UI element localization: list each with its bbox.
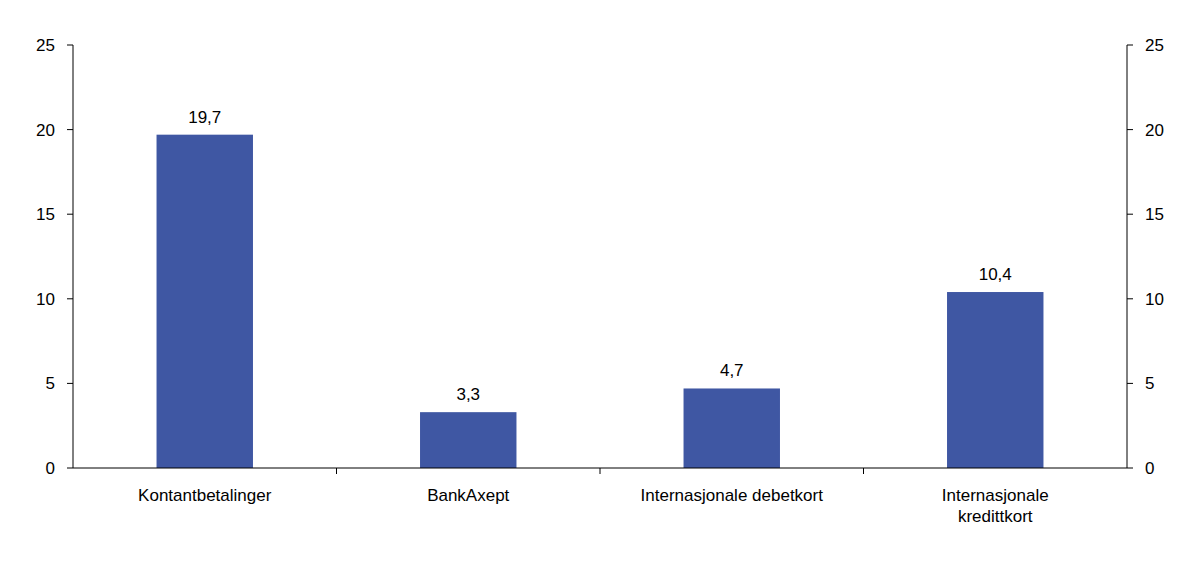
axes: 0 5 10 15 20 25 0 5 10 15 20 25 Kontantbetalinger Ban… <box>36 36 1164 526</box>
bar <box>420 412 516 468</box>
data-label: 10,4 <box>979 265 1012 284</box>
bars <box>157 135 1044 468</box>
x-tick-label: Kontantbetalinger <box>138 486 272 505</box>
x-tick-label: Internasjonale kredittkort <box>942 486 1049 526</box>
category-separator <box>336 468 337 474</box>
bar <box>684 388 780 468</box>
y-tick-label: 10 <box>36 290 55 309</box>
y2-tick-label: 5 <box>1145 374 1154 393</box>
category-separator <box>863 468 864 474</box>
y-tick-label: 25 <box>36 36 55 55</box>
x-tick-label: Internasjonale debetkort <box>641 486 824 505</box>
data-label: 3,3 <box>456 385 480 404</box>
y2-tick-label: 0 <box>1145 459 1154 478</box>
y2-tick-label: 20 <box>1145 121 1164 140</box>
category-separator <box>600 468 601 474</box>
y2-tick-label: 15 <box>1145 205 1164 224</box>
y-tick-label: 5 <box>46 374 55 393</box>
data-label: 19,7 <box>188 108 221 127</box>
label-line: Internasjonale debetkort <box>641 486 824 505</box>
y2-tick <box>1127 214 1133 215</box>
chart: 0 5 10 15 20 25 0 5 10 15 20 25 Kontantbetalinger Ban… <box>0 0 1200 569</box>
y-axis-line <box>73 45 74 468</box>
y-tick <box>67 45 73 46</box>
data-labels: 19,7 3,3 4,7 10,4 <box>188 108 1012 404</box>
bar <box>157 135 253 468</box>
y-tick <box>67 129 73 130</box>
y2-tick-label: 25 <box>1145 36 1164 55</box>
label-line: Internasjonale <box>942 486 1049 505</box>
data-label: 4,7 <box>720 361 744 380</box>
y2-tick-label: 10 <box>1145 290 1164 309</box>
y-tick-label: 20 <box>36 121 55 140</box>
y-tick <box>67 214 73 215</box>
x-tick-label: BankAxept <box>427 486 509 505</box>
y2-tick <box>1127 129 1133 130</box>
y-tick <box>67 298 73 299</box>
y2-axis-line <box>1127 45 1128 468</box>
label-line: kredittkort <box>958 507 1033 526</box>
y-tick <box>67 468 73 469</box>
y2-tick <box>1127 45 1133 46</box>
y-tick-label: 15 <box>36 205 55 224</box>
y2-tick <box>1127 298 1133 299</box>
y2-tick <box>1127 468 1133 469</box>
label-line: Kontantbetalinger <box>138 486 272 505</box>
y-tick <box>67 383 73 384</box>
y2-tick <box>1127 383 1133 384</box>
y-tick-label: 0 <box>46 459 55 478</box>
bar <box>947 292 1043 468</box>
label-line: BankAxept <box>427 486 509 505</box>
